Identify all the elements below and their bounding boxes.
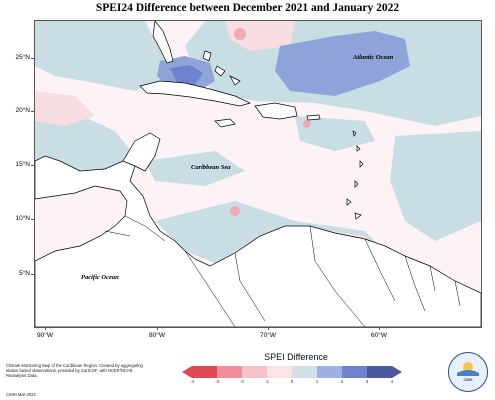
lat-tickmark (31, 165, 34, 166)
lat-tick-25n: 25°N (15, 54, 30, 61)
legend-arrow-left (182, 366, 192, 378)
lon-tick-90w: 90°W (37, 332, 53, 339)
map-title: SPEI24 Difference between December 2021 … (95, 2, 400, 14)
legend-tick: -3 (214, 379, 219, 384)
legend-swatch (242, 366, 267, 378)
lon-tick-60w: 60°W (371, 332, 387, 339)
logo-text: CIMH (463, 378, 473, 382)
lat-tick-20n: 20°N (15, 107, 30, 114)
lon-tickmark (379, 327, 380, 330)
spei-map (35, 21, 481, 327)
legend-tick: 0 (290, 379, 294, 384)
legend-swatch (342, 366, 367, 378)
legend-swatch (267, 366, 292, 378)
cimh-logo-graphic (457, 362, 479, 376)
country-borders (104, 215, 461, 327)
lat-tick-15n: 15°N (15, 161, 30, 168)
legend-tick: -4 (189, 379, 194, 384)
legend-tick: 1 (315, 379, 319, 384)
legend-tick: 3 (365, 379, 369, 384)
legend-tick: -1 (264, 379, 269, 384)
dark-blue-regions (170, 65, 203, 85)
map-credit: CIMH Mar-2022 (6, 392, 36, 397)
legend-title: SPEI Difference (264, 352, 328, 362)
map-panel: Atlantic Ocean Caribbean Sea Pacific Oce… (34, 20, 482, 328)
lat-tickmark (31, 111, 34, 112)
lon-tickmark (157, 327, 158, 330)
cimh-logo: CIMH (448, 352, 488, 392)
lat-tickmark (31, 219, 34, 220)
caribbean-sea-label: Caribbean Sea (191, 164, 231, 171)
map-footnote: Climate Monitoring Map of the Caribbean … (6, 363, 143, 379)
legend-tick: -2 (239, 379, 244, 384)
lat-tick-10n: 10°N (15, 215, 30, 222)
lat-tickmark (31, 274, 34, 275)
atlantic-ocean-label: Atlantic Ocean (353, 54, 394, 61)
lon-tickmark (45, 327, 46, 330)
legend-tick: 4 (390, 379, 394, 384)
legend-swatch (192, 366, 217, 378)
legend-swatch (217, 366, 242, 378)
pacific-ocean-label: Pacific Ocean (81, 274, 119, 281)
lon-tickmark (268, 327, 269, 330)
legend-arrow-right (392, 366, 402, 378)
legend-swatch (317, 366, 342, 378)
legend-swatch (292, 366, 317, 378)
lat-tickmark (31, 58, 34, 59)
legend-colorbar (182, 366, 402, 378)
lat-tick-5n: 5°N (19, 270, 30, 277)
legend-swatch (367, 366, 392, 378)
lon-tick-70w: 70°W (260, 332, 276, 339)
lon-tick-80w: 80°W (149, 332, 165, 339)
legend-tick: 2 (340, 379, 344, 384)
